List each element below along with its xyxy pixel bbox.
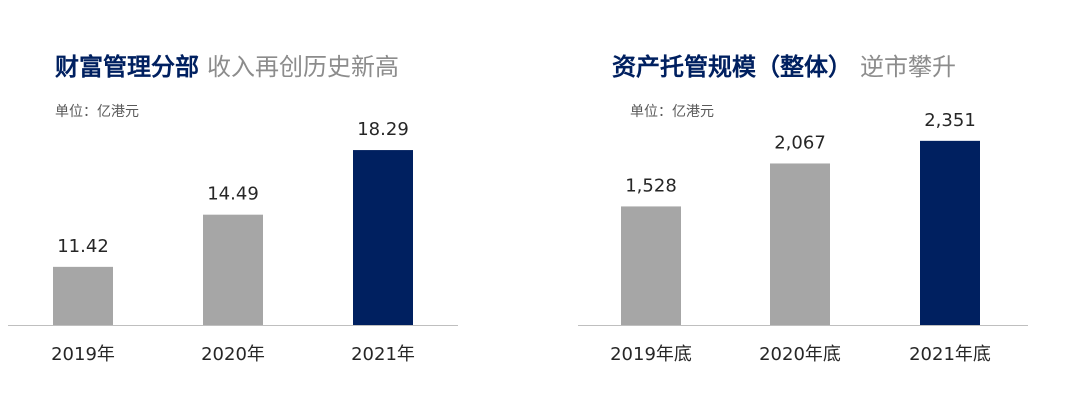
x-tick-label: 2019年 [51, 344, 115, 365]
title-sub: 收入再创历史新高 [207, 53, 399, 81]
value-label: 14.49 [207, 184, 259, 205]
title-sub: 逆市攀升 [860, 53, 956, 81]
value-label: 2,351 [924, 110, 976, 131]
value-label: 1,528 [625, 175, 677, 196]
x-tick-label: 2021年 [351, 344, 415, 365]
bar [353, 150, 413, 325]
x-tick-label: 2020年底 [759, 344, 841, 365]
unit-label: 单位：亿港元 [55, 104, 139, 120]
value-label: 18.29 [357, 119, 409, 140]
x-tick-label: 2021年底 [909, 344, 991, 365]
chart-title: 财富管理分部 收入再创历史新高 [55, 53, 399, 81]
bar [621, 206, 681, 325]
x-tick-label: 2020年 [201, 344, 265, 365]
bar [203, 214, 263, 325]
bar [53, 266, 113, 325]
x-tick-label: 2019年底 [610, 344, 692, 365]
bar [920, 140, 980, 325]
title-main: 资产托管规模（整体） [612, 53, 852, 81]
chart-title: 资产托管规模（整体） 逆市攀升 [612, 53, 956, 81]
value-label: 11.42 [57, 236, 109, 257]
value-label: 2,067 [774, 132, 826, 153]
unit-label: 单位：亿港元 [630, 104, 714, 120]
title-main: 财富管理分部 [55, 53, 199, 81]
bar [770, 163, 830, 325]
